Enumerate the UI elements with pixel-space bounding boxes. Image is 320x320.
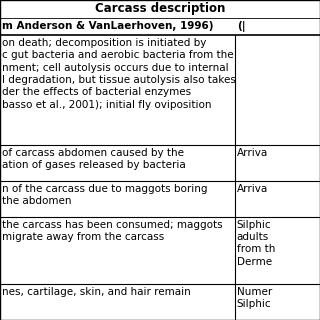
Text: (|: (| bbox=[237, 21, 245, 32]
Text: n of the carcass due to maggots boring
the abdomen: n of the carcass due to maggots boring t… bbox=[2, 184, 207, 206]
Text: the carcass has been consumed; maggots
migrate away from the carcass: the carcass has been consumed; maggots m… bbox=[2, 220, 222, 242]
Text: Numer
Silphic: Numer Silphic bbox=[237, 286, 272, 309]
Text: of carcass abdomen caused by the
ation of gases released by bacteria: of carcass abdomen caused by the ation o… bbox=[2, 148, 185, 170]
Text: Carcass description: Carcass description bbox=[95, 2, 225, 15]
Text: on death; decomposition is initiated by
c gut bacteria and aerobic bacteria from: on death; decomposition is initiated by … bbox=[2, 38, 236, 110]
Text: Silphic
adults
from th
Derme: Silphic adults from th Derme bbox=[237, 220, 275, 267]
Text: m Anderson & VanLaerhoven, 1996): m Anderson & VanLaerhoven, 1996) bbox=[2, 21, 213, 31]
Text: Arriva: Arriva bbox=[237, 148, 268, 157]
Text: Arriva: Arriva bbox=[237, 184, 268, 194]
Text: nes, cartilage, skin, and hair remain: nes, cartilage, skin, and hair remain bbox=[2, 286, 190, 297]
